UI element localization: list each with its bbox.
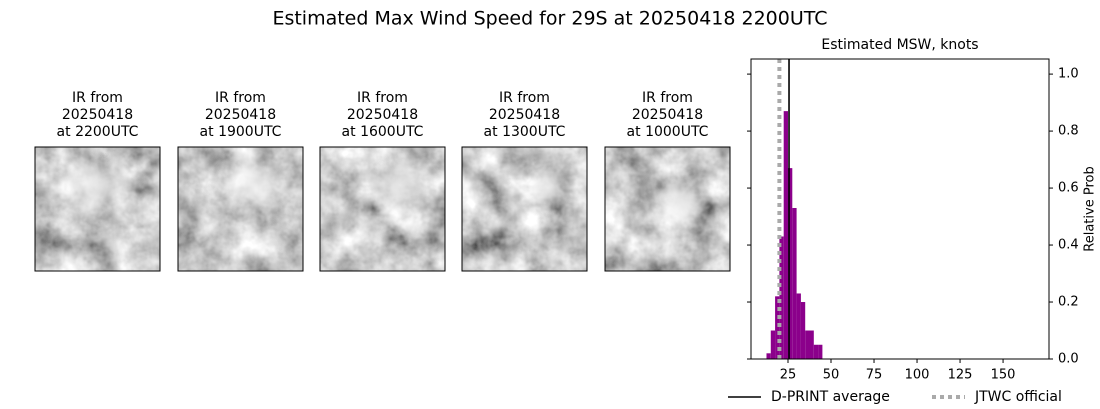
panel-title: 20250418 [347, 107, 418, 123]
image-frame [461, 146, 588, 272]
panel-title: IR from [499, 90, 550, 106]
x-tick-label: 100 [905, 368, 930, 383]
plot-frame [750, 58, 1050, 360]
bar [805, 330, 810, 359]
figure-title: Estimated Max Wind Speed for 29S at 2025… [272, 8, 827, 30]
bar [779, 236, 784, 359]
panel-title: at 1600UTC [342, 124, 424, 140]
bar [796, 293, 801, 359]
image-frame [34, 146, 161, 272]
image-frame [319, 146, 446, 272]
x-tick-label: 125 [948, 368, 973, 383]
bar [787, 168, 793, 359]
bar [792, 208, 797, 359]
bar [766, 353, 771, 359]
panel-title: IR from [642, 90, 693, 106]
y-tick-label: 1.0 [1058, 67, 1079, 82]
cloud-blob [220, 150, 290, 220]
panel-title: IR from [215, 90, 266, 106]
bar [770, 330, 776, 359]
panel-title: at 1300UTC [484, 124, 566, 140]
bar [783, 111, 788, 359]
bar [800, 302, 806, 359]
ir-image [462, 147, 587, 271]
cloud-blob [526, 166, 570, 210]
panel-title: 20250418 [632, 107, 703, 123]
bar [813, 344, 819, 359]
y-tick-label: 0.0 [1058, 352, 1079, 367]
panel-title: 20250418 [62, 107, 133, 123]
y-tick-label: 0.4 [1058, 238, 1079, 253]
panel-title: at 1900UTC [200, 124, 282, 140]
y-tick-label: 0.6 [1058, 181, 1079, 196]
y-tick-label: 0.8 [1058, 124, 1079, 139]
x-tick-label: 25 [780, 368, 797, 383]
panel-title: at 2200UTC [57, 124, 139, 140]
panel-title: IR from [72, 90, 123, 106]
panel-title: IR from [357, 90, 408, 106]
panel-title: at 1000UTC [627, 124, 709, 140]
legend-label: JTWC official [974, 389, 1062, 405]
image-frame [177, 146, 304, 272]
panel-title: 20250418 [205, 107, 276, 123]
cloud-blob [650, 175, 710, 235]
y-tick-label: 0.2 [1058, 295, 1079, 310]
chart-title: Estimated MSW, knots [821, 37, 978, 53]
cloud-blob [365, 150, 435, 220]
x-tick-label: 50 [823, 368, 840, 383]
y-axis-label: Relative Prob [1083, 166, 1098, 251]
histogram: Estimated MSW, knots D-PRINT average JTWC … [728, 37, 1098, 405]
bar [775, 296, 780, 359]
legend-label: D-PRINT average [771, 389, 890, 405]
image-frame [604, 146, 731, 272]
bar [809, 330, 814, 359]
bar [818, 344, 823, 359]
x-tick-label: 75 [866, 368, 883, 383]
panel-title: 20250418 [489, 107, 560, 123]
cloud-blob [55, 145, 135, 225]
x-tick-label: 150 [991, 368, 1016, 383]
